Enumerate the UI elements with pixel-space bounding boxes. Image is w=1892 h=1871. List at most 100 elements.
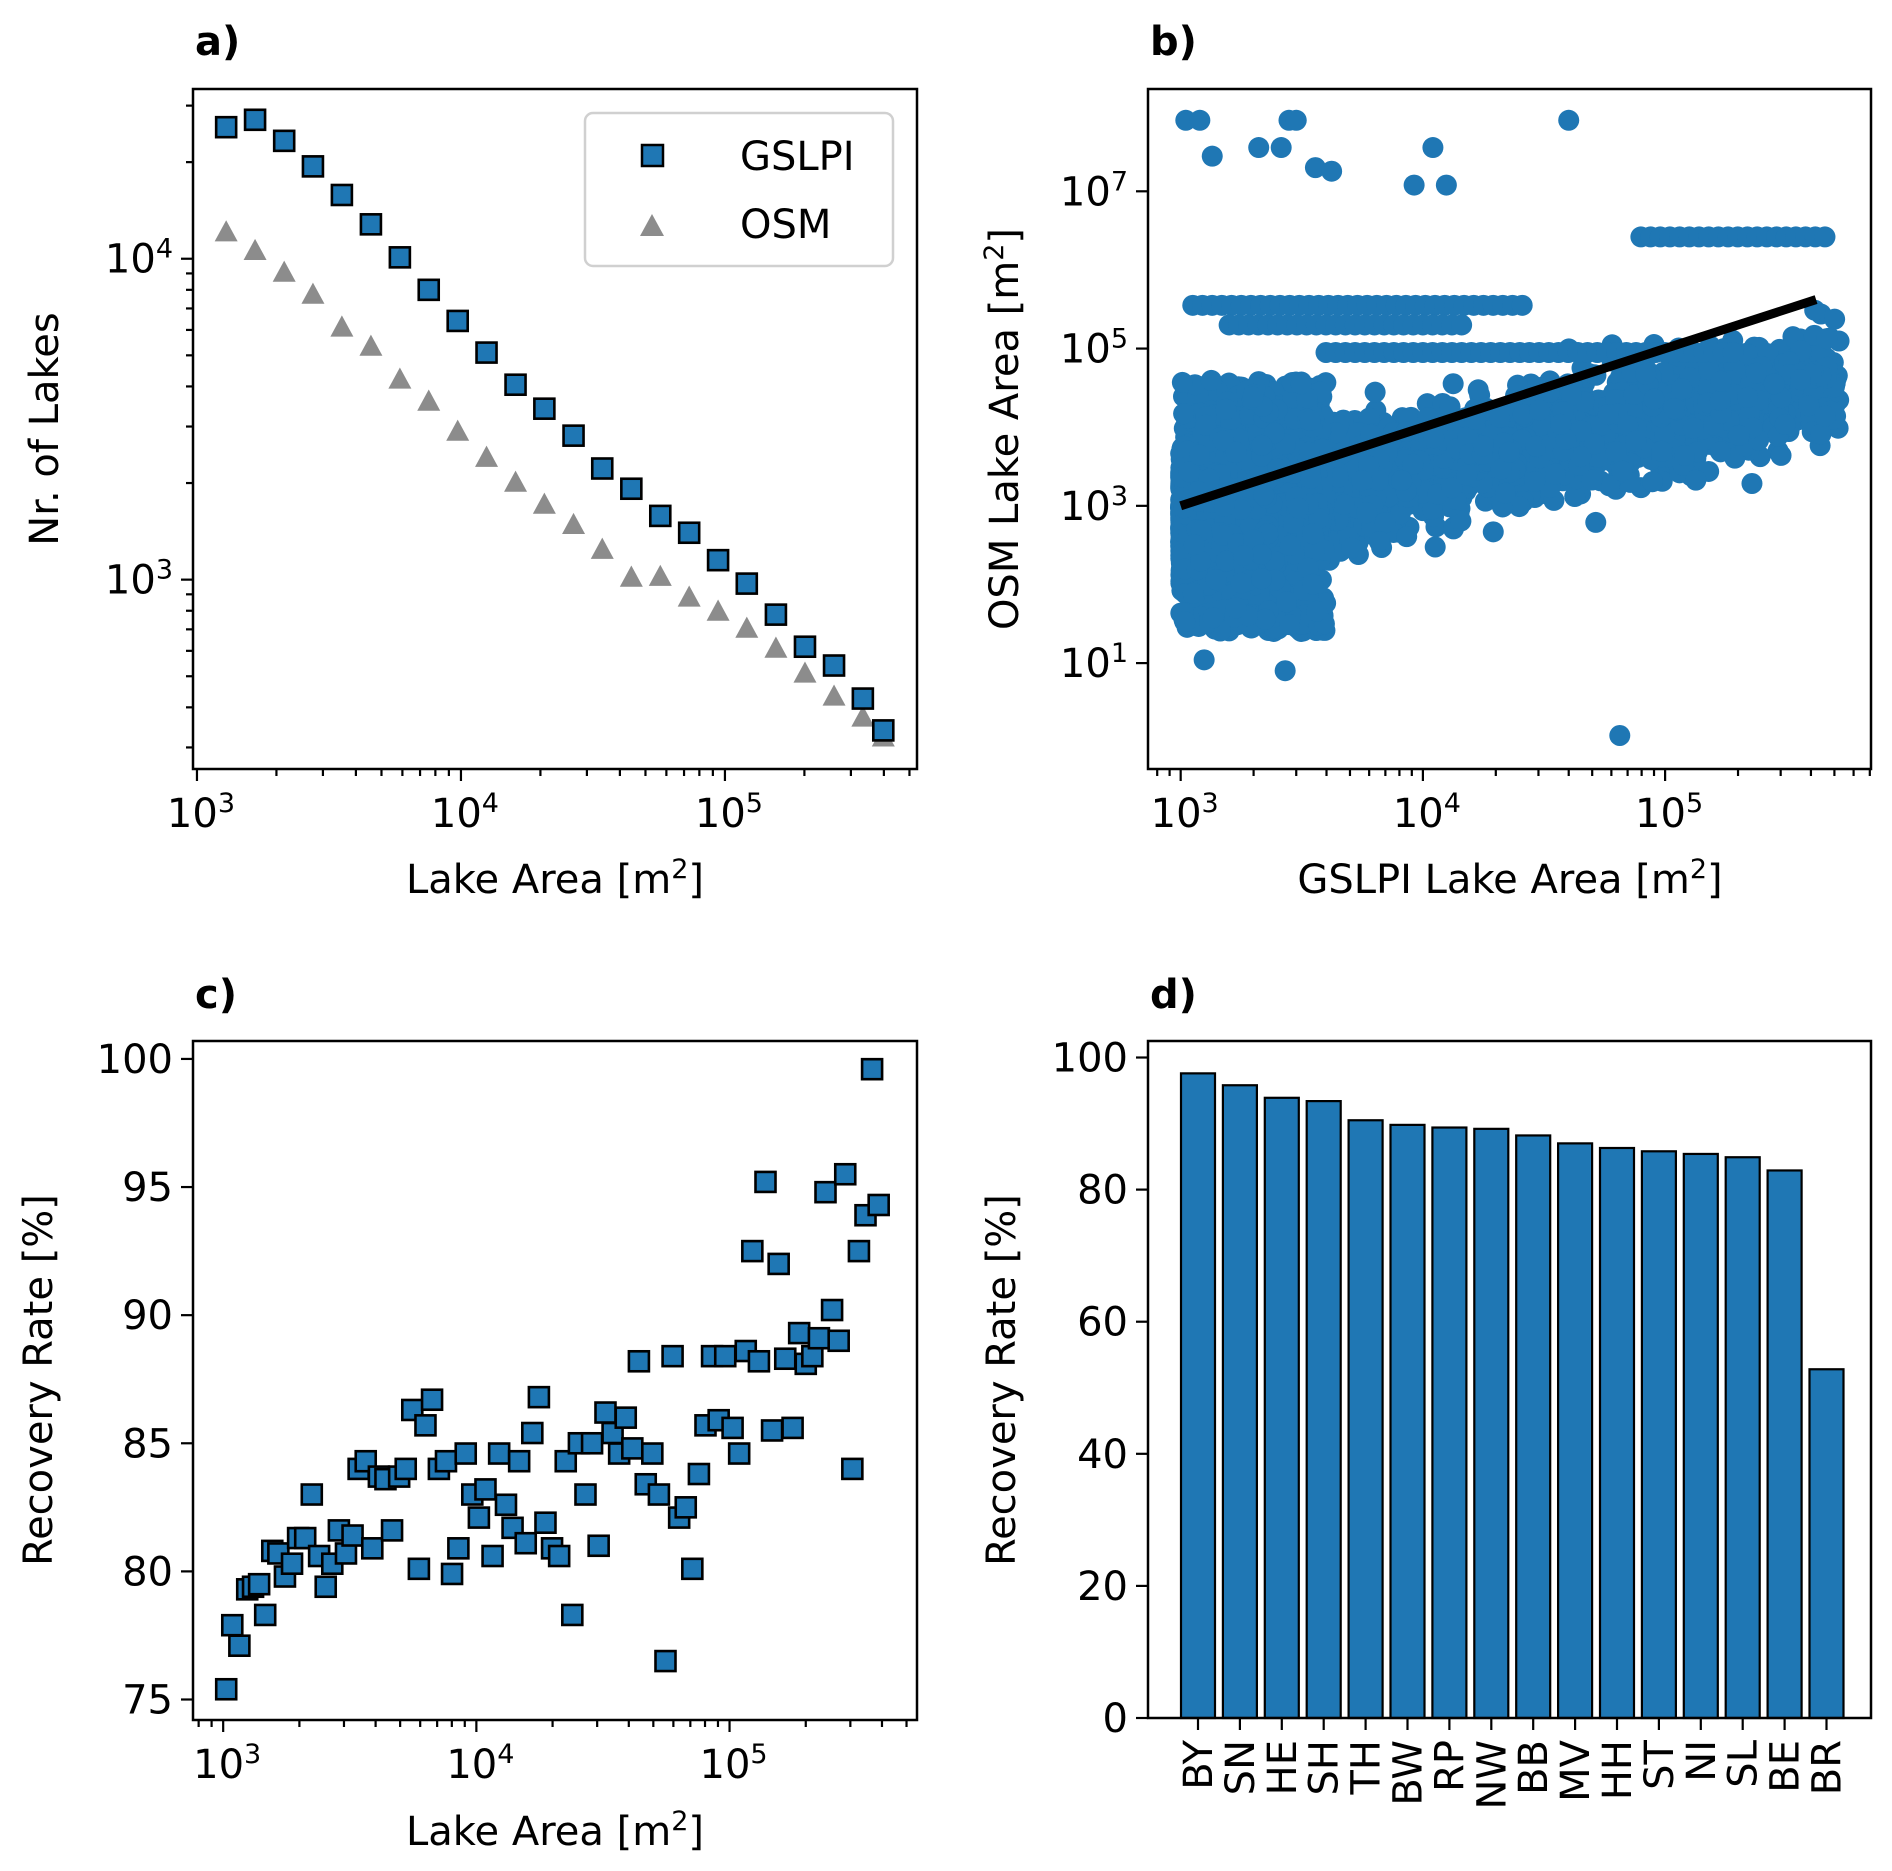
scatter-outlier-point <box>1321 160 1343 182</box>
panel-d-marks <box>1179 1072 1845 1720</box>
recovery-point <box>787 1321 811 1345</box>
bar-sl <box>1724 1156 1761 1720</box>
panel-c-y-tick-label: 100 <box>97 1037 173 1083</box>
scatter-point <box>1225 597 1247 619</box>
panel-a-legend: GSLPI OSM <box>583 111 895 268</box>
gslpi-point <box>590 457 614 480</box>
scatter-point <box>1512 404 1534 426</box>
panel-d-x-tick-label: NW <box>1469 1740 1515 1809</box>
bar-br <box>1808 1368 1845 1720</box>
scatter-outlier-point <box>1435 174 1457 196</box>
scatter-outlier-point <box>1193 649 1215 671</box>
panel-c-x-tick-label: 104 <box>446 1739 514 1789</box>
panel-d-x-tick-label: BE <box>1763 1740 1809 1793</box>
gslpi-point <box>359 213 383 236</box>
panel-c-ylabel: Recovery Rate [%] <box>16 1194 62 1566</box>
panel-d-x-tick-label: NI <box>1679 1740 1725 1782</box>
recovery-point <box>867 1193 890 1217</box>
gslpi-point <box>272 129 296 153</box>
scatter-outlier-point <box>1558 109 1580 131</box>
recovery-point <box>807 1326 831 1350</box>
scatter-point <box>1814 226 1836 248</box>
panel-b-fit-line <box>1179 295 1818 511</box>
scatter-point <box>1183 534 1205 556</box>
recovery-point <box>814 1180 837 1204</box>
bar-be <box>1766 1169 1803 1720</box>
scatter-point <box>1250 568 1272 590</box>
recovery-point <box>467 1506 491 1529</box>
scatter-point <box>1306 600 1328 622</box>
scatter-point <box>1302 523 1324 545</box>
scatter-point <box>1250 544 1272 566</box>
bar-nw <box>1473 1127 1510 1720</box>
recovery-point <box>220 1613 244 1637</box>
scatter-point <box>1442 373 1464 395</box>
scatter-point <box>1351 470 1373 492</box>
osm-point <box>475 445 499 467</box>
scatter-point <box>1290 373 1312 395</box>
scatter-point <box>1450 510 1472 532</box>
recovery-point <box>494 1493 518 1517</box>
scatter-point <box>1654 424 1676 446</box>
recovery-point <box>674 1496 698 1519</box>
legend-gslpi-square-icon <box>640 143 665 168</box>
recovery-point <box>440 1562 464 1586</box>
recovery-point <box>547 1544 571 1568</box>
scatter-point <box>1195 414 1217 436</box>
panel-d-label: d) <box>1150 972 1197 1018</box>
scatter-point <box>1564 486 1586 508</box>
recovery-point <box>754 1170 777 1194</box>
panel-d-x-tick-label: BY <box>1176 1739 1222 1789</box>
recovery-point <box>554 1449 578 1473</box>
panel-c-label: c) <box>195 972 237 1018</box>
panel-b-x-tick-label: 105 <box>1635 788 1703 838</box>
recovery-point <box>594 1401 617 1424</box>
recovery-point <box>820 1298 844 1322</box>
recovery-point <box>314 1575 338 1599</box>
panel-a-ylabel: Nr. of Lakes <box>22 312 68 545</box>
recovery-point <box>247 1572 271 1596</box>
panel-b-marks <box>1170 109 1850 747</box>
scatter-point <box>1356 502 1378 524</box>
scatter-point <box>1230 572 1252 594</box>
panel-b-y-tick-label: 107 <box>1060 166 1128 216</box>
recovery-point <box>420 1388 444 1412</box>
recovery-point <box>747 1349 771 1373</box>
scatter-point <box>1297 557 1319 579</box>
panel-c-x-tick-label: 105 <box>700 1739 768 1789</box>
osm-point <box>532 492 556 514</box>
legend-osm-label: OSM <box>740 202 831 248</box>
recovery-point <box>361 1537 384 1560</box>
recovery-point <box>654 1649 677 1673</box>
recovery-point <box>841 1457 864 1481</box>
scatter-point <box>1232 545 1254 567</box>
scatter-point <box>1253 484 1275 506</box>
gslpi-point <box>388 246 412 269</box>
scatter-point <box>1597 403 1619 425</box>
scatter-point <box>1598 475 1620 497</box>
panel-b-osm-vs-gslpi: b) 103 104 105 101 103 105 107 OSM Lake Area [… <box>979 19 1873 903</box>
scatter-point <box>1173 403 1195 425</box>
scatter-point <box>1642 471 1664 493</box>
recovery-point <box>681 1557 704 1581</box>
scatter-point <box>1424 536 1446 558</box>
recovery-point <box>614 1406 638 1429</box>
panel-a-y-tick-label: 104 <box>105 233 173 283</box>
scatter-point <box>1215 550 1237 572</box>
recovery-point <box>781 1416 804 1440</box>
osm-point <box>446 419 470 441</box>
panel-c-frame <box>191 1039 919 1722</box>
panel-d-x-tick-label: HH <box>1595 1740 1641 1800</box>
panel-a-y-tick-label: 103 <box>105 554 173 604</box>
scatter-point <box>1810 423 1832 445</box>
scatter-point <box>1254 608 1276 630</box>
gslpi-point <box>475 341 498 364</box>
scatter-point <box>1188 444 1210 466</box>
scatter-point <box>1391 470 1413 492</box>
recovery-point <box>474 1478 497 1501</box>
panel-d-x-tick-label: SN <box>1218 1740 1264 1795</box>
scatter-point <box>1525 435 1547 457</box>
bar-sh <box>1305 1100 1342 1720</box>
recovery-point <box>341 1524 364 1547</box>
